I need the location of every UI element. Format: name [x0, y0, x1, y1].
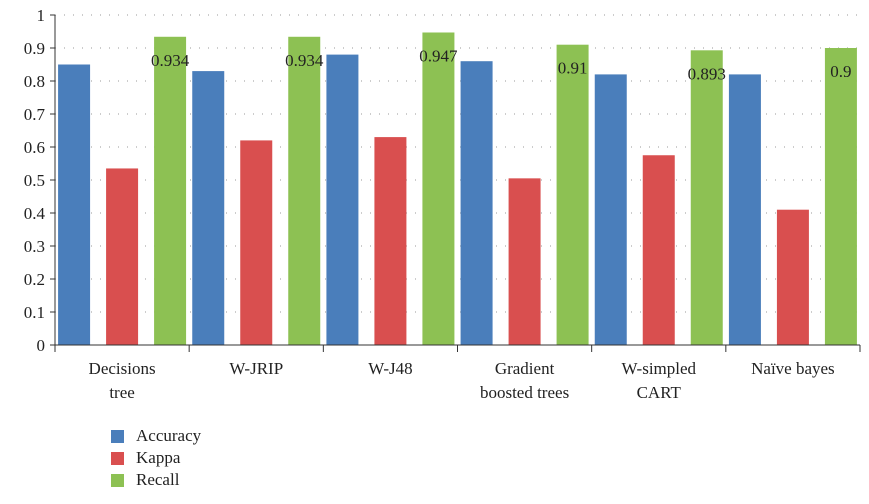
bar-kappa-1 — [240, 140, 273, 345]
legend-label: Recall — [136, 470, 180, 489]
legend-swatch — [111, 451, 124, 465]
legend-item-accuracy: Accuracy — [111, 425, 201, 447]
bar-kappa-4 — [642, 155, 675, 345]
bar-kappa-0 — [106, 168, 139, 345]
bar-accuracy-0 — [58, 64, 91, 345]
x-category-label: boosted trees — [480, 383, 569, 402]
x-category-label: Gradient — [495, 359, 555, 378]
bar-recall-5 — [824, 48, 857, 345]
recall-data-label: 0.947 — [419, 46, 458, 65]
bar-accuracy-3 — [460, 61, 493, 345]
y-tick-label: 0.7 — [24, 105, 46, 124]
x-category-label: W-JRIP — [229, 359, 283, 378]
legend-label: Accuracy — [136, 426, 202, 445]
bar-recall-1 — [288, 36, 321, 345]
x-category-label: Decisions — [89, 359, 156, 378]
y-tick-label: 0.2 — [24, 270, 45, 289]
y-tick-label: 0.8 — [24, 72, 45, 91]
legend-item-recall: Recall — [111, 469, 201, 491]
bars — [58, 32, 857, 346]
y-tick-label: 0 — [37, 336, 46, 355]
y-tick-label: 0.1 — [24, 303, 45, 322]
recall-data-label: 0.9 — [830, 62, 851, 81]
x-category-label: CART — [637, 383, 682, 402]
x-category-label: W-simpled — [621, 359, 696, 378]
recall-data-label: 0.934 — [151, 51, 190, 70]
bar-kappa-2 — [374, 137, 407, 345]
bar-recall-0 — [154, 36, 187, 345]
legend-item-kappa: Kappa — [111, 447, 201, 469]
legend-swatch — [111, 473, 124, 487]
bar-kappa-5 — [776, 209, 809, 345]
y-tick-label: 1 — [37, 6, 46, 25]
x-axis-categories: Decisions tree W-JRIP W-J48 Gradient boosted … — [89, 359, 835, 402]
data-labels: 0.934 0.934 0.947 0.91 0.893 0.9 — [151, 46, 852, 83]
recall-data-label: 0.91 — [558, 59, 588, 78]
y-axis-ticks: 0 0.1 0.2 0.3 0.4 0.5 0.6 0.7 0.8 0.9 1 — [24, 6, 46, 355]
axes — [50, 14, 861, 352]
x-category-label: W-J48 — [368, 359, 412, 378]
x-category-label: tree — [109, 383, 134, 402]
bar-chart: 00.10.20.30.40.50.60.70.80.91 Decisionst… — [24, 6, 861, 402]
legend: Accuracy Kappa Recall — [111, 425, 201, 491]
recall-data-label: 0.934 — [285, 51, 324, 70]
recall-data-label: 0.893 — [688, 64, 726, 83]
y-tick-label: 0.4 — [24, 204, 46, 223]
x-category-label: Naïve bayes — [751, 359, 835, 378]
bar-kappa-3 — [508, 178, 541, 345]
bar-accuracy-4 — [594, 74, 627, 346]
legend-label: Kappa — [136, 448, 181, 467]
y-tick-label: 0.9 — [24, 39, 45, 58]
y-tick-label: 0.3 — [24, 237, 45, 256]
bar-recall-2 — [422, 32, 455, 346]
bar-recall-3 — [556, 44, 589, 345]
legend-swatch — [111, 429, 124, 443]
y-tick-label: 0.5 — [24, 171, 45, 190]
bar-accuracy-1 — [192, 71, 225, 345]
bar-recall-4 — [690, 50, 723, 346]
bar-accuracy-5 — [728, 74, 761, 346]
y-tick-label: 0.6 — [24, 138, 45, 157]
bar-accuracy-2 — [326, 54, 359, 345]
